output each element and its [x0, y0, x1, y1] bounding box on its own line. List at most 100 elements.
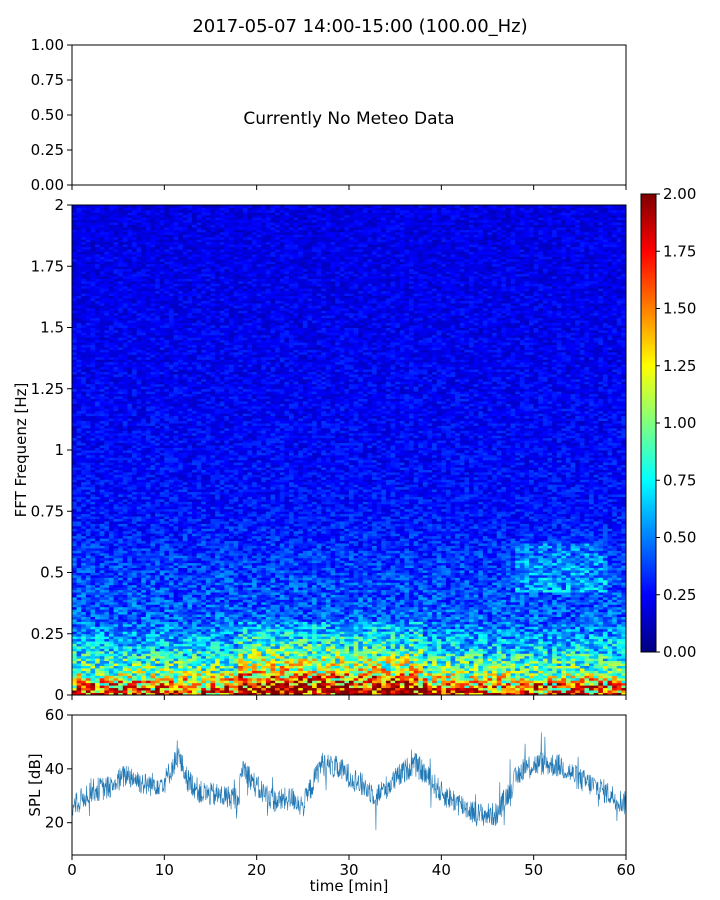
heatmap-cell: [459, 672, 465, 676]
heatmap-cell: [473, 641, 479, 644]
heatmap-cell: [275, 606, 281, 610]
heatmap-cell: [616, 692, 622, 695]
heatmap-cell: [367, 633, 373, 637]
heatmap-cell: [187, 650, 193, 654]
heatmap-cell: [353, 611, 359, 615]
heatmap-cell: [519, 631, 525, 635]
heatmap-cell: [330, 638, 336, 642]
heatmap-cell: [482, 685, 488, 689]
heatmap-cell: [621, 655, 626, 659]
heatmap-cell: [279, 597, 285, 600]
heatmap-cell: [279, 653, 285, 657]
heatmap-cell: [95, 675, 101, 679]
heatmap-cell: [113, 601, 119, 605]
heatmap-cell: [164, 675, 170, 679]
heatmap-cell: [450, 675, 456, 679]
heatmap-cell: [409, 682, 415, 686]
heatmap-cell: [353, 643, 359, 647]
heatmap-cell: [302, 636, 308, 640]
heatmap-cell: [575, 597, 581, 600]
heatmap-cell: [579, 601, 585, 605]
heatmap-cell: [330, 621, 336, 625]
heatmap-cell: [367, 677, 373, 681]
heatmap-cell: [215, 606, 221, 610]
heatmap-cell: [598, 687, 604, 691]
heatmap-cell: [358, 685, 364, 689]
heatmap-cell: [150, 626, 156, 630]
heatmap-cell: [501, 663, 507, 666]
heatmap-cell: [487, 648, 493, 652]
heatmap-cell: [385, 648, 391, 652]
heatmap-cell: [519, 668, 525, 671]
heatmap-cell: [519, 677, 525, 681]
heatmap-cell: [95, 609, 101, 613]
heatmap-cell: [247, 672, 253, 676]
heatmap-cell: [325, 601, 331, 605]
heatmap-cell: [385, 675, 391, 679]
heatmap-cell: [164, 636, 170, 640]
heatmap-cell: [607, 670, 613, 674]
heatmap-cell: [76, 597, 82, 600]
heatmap-cell: [362, 643, 368, 647]
heatmap-cell: [358, 655, 364, 659]
heatmap-cell: [252, 616, 258, 620]
heatmap-cell: [127, 606, 133, 610]
heatmap-cell: [556, 601, 562, 605]
heatmap-cell: [399, 606, 405, 610]
heatmap-cell: [173, 687, 179, 691]
heatmap-cell: [302, 665, 308, 669]
heatmap-cell: [201, 601, 207, 605]
heatmap-cell: [445, 646, 451, 649]
heatmap-cell: [538, 687, 544, 691]
heatmap-cell: [584, 675, 590, 679]
heatmap-cell: [510, 623, 516, 627]
heatmap-cell: [201, 641, 207, 644]
heatmap-cell: [252, 655, 258, 659]
heatmap-cell: [524, 663, 530, 666]
heatmap-cell: [118, 658, 124, 662]
heatmap-cell: [335, 653, 341, 657]
heatmap-cell: [99, 623, 105, 627]
heatmap-cell: [136, 675, 142, 679]
heatmap-cell: [155, 611, 161, 615]
heatmap-cell: [302, 609, 308, 613]
heatmap-cell: [155, 660, 161, 664]
heatmap-cell: [104, 670, 110, 674]
heatmap-cell: [432, 611, 438, 615]
heatmap-cell: [238, 653, 244, 657]
heatmap-cell: [118, 655, 124, 659]
heatmap-cell: [455, 633, 461, 637]
heatmap-cell: [478, 638, 484, 642]
heatmap-cell: [385, 692, 391, 695]
heatmap-cell: [487, 614, 493, 617]
heatmap-cell: [242, 641, 248, 644]
heatmap-cell: [492, 680, 498, 684]
heatmap-cell: [284, 672, 290, 676]
heatmap-cell: [542, 653, 548, 657]
heatmap-cell: [122, 648, 128, 652]
heatmap-cell: [242, 650, 248, 654]
heatmap-cell: [228, 597, 234, 600]
heatmap-cell: [487, 685, 493, 689]
heatmap-cell: [132, 655, 138, 659]
heatmap-cell: [205, 668, 211, 671]
heatmap-cell: [482, 611, 488, 615]
heatmap-cell: [362, 692, 368, 695]
heatmap-cell: [252, 680, 258, 684]
heatmap-cell: [552, 601, 558, 605]
heatmap-cell: [464, 646, 470, 649]
heatmap-cell: [436, 619, 442, 622]
heatmap-cell: [510, 653, 516, 657]
heatmap-cell: [210, 601, 216, 605]
heatmap-cell: [441, 614, 447, 617]
heatmap-cell: [445, 614, 451, 617]
heatmap-cell: [487, 619, 493, 622]
heatmap-cell: [487, 601, 493, 605]
heatmap-cell: [367, 668, 373, 671]
heatmap-cell: [298, 592, 304, 595]
heatmap-cell: [612, 648, 618, 652]
heatmap-cell: [496, 614, 502, 617]
heatmap-cell: [455, 670, 461, 674]
heatmap-cell: [561, 663, 567, 666]
heatmap-cell: [464, 636, 470, 640]
